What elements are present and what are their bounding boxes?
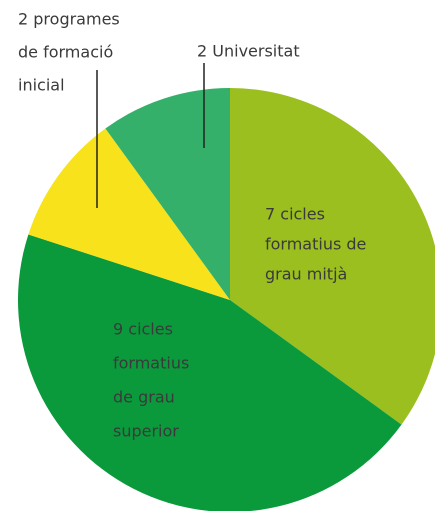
slice-label: superior [113,422,179,441]
pie-slice [28,128,230,300]
slice-label: inicial [18,76,65,95]
pie-slice [105,88,230,300]
slice-label: 7 cicles [265,205,325,224]
slice-label: 9 cicles [113,320,173,339]
pie-slice [230,88,435,425]
slice-label: 2 Universitat [197,42,300,61]
slice-label: formatius de [265,235,366,254]
pie-slice [18,234,402,511]
slice-label: 2 programes [18,10,120,29]
slice-label: grau mitjà [265,265,347,284]
slice-label: formatius [113,354,189,373]
slice-label: de grau [113,388,175,407]
slice-label: de formació [18,43,113,62]
